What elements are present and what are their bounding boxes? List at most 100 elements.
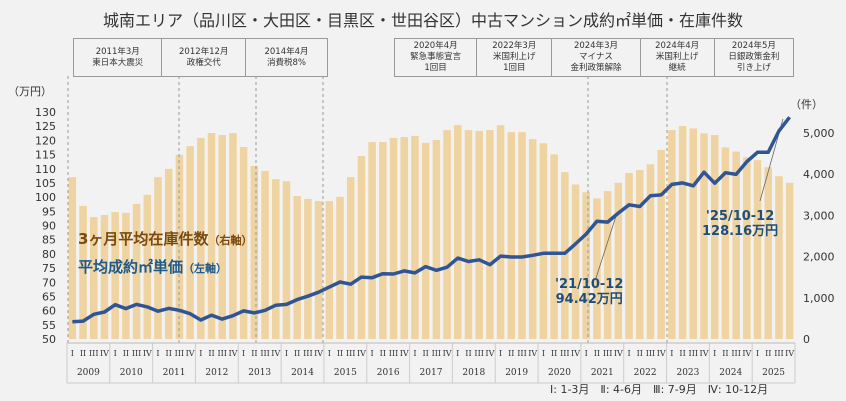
quarter-label: III bbox=[346, 349, 355, 358]
quarter-label: II bbox=[551, 349, 557, 358]
quarter-label: II bbox=[380, 349, 386, 358]
inventory-bar bbox=[239, 147, 248, 339]
year-label: 2019 bbox=[505, 368, 528, 378]
year-label: 2013 bbox=[248, 368, 271, 378]
quarter-label: II bbox=[208, 349, 214, 358]
right-tick-label: 2,000 bbox=[803, 251, 835, 264]
quarter-label: I bbox=[585, 349, 588, 358]
inventory-bar bbox=[486, 130, 494, 339]
annotation-2025: '25/10-12 128.16万円 bbox=[702, 209, 778, 239]
quarter-label: II bbox=[594, 349, 600, 358]
right-tick-label: 1,000 bbox=[803, 292, 835, 305]
inventory-bar bbox=[700, 133, 708, 339]
quarter-label: I bbox=[499, 349, 502, 358]
quarter-label: II bbox=[294, 349, 300, 358]
left-tick-label: 90 bbox=[42, 220, 56, 233]
quarter-label: II bbox=[765, 349, 771, 358]
inventory-bar bbox=[229, 133, 237, 339]
quarter-label: II bbox=[465, 349, 471, 358]
inventory-bar bbox=[143, 194, 152, 339]
inventory-bar bbox=[646, 164, 655, 339]
inventory-bar bbox=[68, 177, 77, 339]
quarter-label: IV bbox=[228, 349, 237, 358]
quarter-label: II bbox=[679, 349, 685, 358]
inventory-bar bbox=[186, 146, 194, 339]
annotation-label: '21/10-12 bbox=[555, 277, 624, 292]
year-label: 2023 bbox=[676, 368, 699, 378]
quarter-label: I bbox=[713, 349, 716, 358]
left-tick-label: 130 bbox=[35, 106, 56, 119]
quarter-label: I bbox=[627, 349, 630, 358]
event-date: 2011年3月 bbox=[95, 46, 140, 57]
year-label: 2020 bbox=[548, 368, 571, 378]
quarter-label: III bbox=[132, 349, 141, 358]
event-group-right: 2020年4月 緊急事態宣言 1回目 2022年3月 米国利上げ 1回目 2024年… bbox=[394, 38, 794, 77]
event-date: 2020年4月 bbox=[413, 41, 458, 51]
annotation-2021: '21/10-12 94.42万円 bbox=[555, 277, 623, 307]
quarter-label: IV bbox=[614, 349, 623, 358]
right-tick-label: 5,000 bbox=[803, 127, 835, 140]
inventory-bar bbox=[111, 212, 119, 339]
quarter-label: III bbox=[774, 349, 783, 358]
year-label: 2024 bbox=[719, 368, 742, 378]
inventory-bar bbox=[122, 212, 130, 339]
left-tick-label: 75 bbox=[42, 262, 56, 275]
left-tick-label: 80 bbox=[42, 248, 56, 261]
inventory-bar bbox=[636, 170, 644, 339]
inventory-bar bbox=[657, 149, 665, 339]
inventory-bar bbox=[743, 157, 751, 339]
quarter-label: III bbox=[260, 349, 269, 358]
quarter-label: I bbox=[756, 349, 759, 358]
inventory-bar bbox=[389, 137, 398, 339]
inventory-bar bbox=[593, 198, 601, 339]
quarter-label: II bbox=[166, 349, 172, 358]
quarter-label: III bbox=[217, 349, 226, 358]
quarter-label: III bbox=[731, 349, 740, 358]
inventory-bar bbox=[775, 176, 783, 339]
event-2024-5: 2024年5月 日銀政策金利 引き上げ bbox=[715, 39, 793, 76]
annotation-value: 94.42万円 bbox=[555, 292, 623, 307]
left-tick-label: 95 bbox=[42, 205, 56, 218]
quarter-label: III bbox=[603, 349, 612, 358]
quarter-footnote: Ⅰ: 1-3月 Ⅱ: 4-6月 Ⅲ: 7-9月 Ⅳ: 10-12月 bbox=[550, 383, 769, 396]
quarter-label: III bbox=[474, 349, 483, 358]
quarter-label: I bbox=[670, 349, 673, 358]
event-date: 2024年3月 bbox=[573, 41, 618, 51]
inventory-bar bbox=[218, 135, 226, 339]
quarter-label: IV bbox=[700, 349, 709, 358]
event-date: 2024年4月 bbox=[655, 41, 700, 51]
inventory-bar bbox=[432, 140, 441, 339]
quarter-label: IV bbox=[186, 349, 195, 358]
event-2022: 2022年3月 米国利上げ 1回目 bbox=[477, 39, 553, 76]
quarter-label: IV bbox=[271, 349, 280, 358]
left-tick-label: 115 bbox=[35, 149, 56, 162]
quarter-label: III bbox=[646, 349, 655, 358]
inventory-bar bbox=[164, 168, 173, 339]
quarter-label: IV bbox=[528, 349, 537, 358]
inventory-bar bbox=[90, 217, 98, 339]
inventory-bar bbox=[496, 125, 505, 339]
quarter-label: I bbox=[371, 349, 374, 358]
event-text: 消費税8% bbox=[267, 57, 306, 68]
inventory-bar bbox=[207, 133, 216, 339]
inventory-bar bbox=[411, 135, 419, 339]
right-tick-label: 4,000 bbox=[803, 168, 835, 181]
quarter-label: I bbox=[456, 349, 459, 358]
event-2011: 2011年3月 東日本大震災 bbox=[74, 39, 163, 76]
quarter-label: III bbox=[389, 349, 398, 358]
inventory-bar bbox=[539, 143, 548, 339]
left-tick-label: 60 bbox=[42, 305, 56, 318]
inventory-bar bbox=[132, 203, 141, 339]
event-text: マイナス 金利政策解除 bbox=[570, 52, 622, 73]
inventory-bar bbox=[764, 167, 772, 339]
inventory-bar bbox=[507, 132, 516, 339]
legend-inventory-label: 3ヶ月平均在庫件数 bbox=[78, 230, 209, 248]
quarter-label: I bbox=[285, 349, 288, 358]
legend-axis-note: （右軸） bbox=[208, 234, 253, 247]
quarter-label: IV bbox=[571, 349, 580, 358]
inventory-bar bbox=[336, 196, 344, 339]
right-tick-label: 3,000 bbox=[803, 209, 835, 222]
year-label: 2016 bbox=[377, 368, 400, 378]
